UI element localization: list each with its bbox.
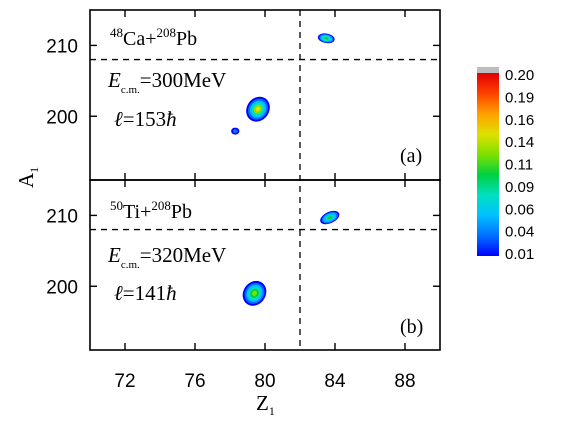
panel-a-angmom: ℓ=153ħ — [114, 107, 177, 131]
axis-ticks: 72 76 80 84 88 200 210 200 210 — [46, 10, 440, 392]
panel-a-energy-value: =300MeV — [140, 68, 227, 92]
x-tick-label: 88 — [394, 371, 415, 392]
panel-b-energy-value: =320MeV — [140, 243, 227, 267]
panel-b-proj-mass: 50 — [110, 198, 123, 213]
panel-b-energy-sym: E — [107, 243, 121, 267]
colorbar-tick-label: 0.14 — [505, 134, 534, 151]
x-axis-label-main: Z — [256, 391, 269, 415]
contour-level — [234, 130, 237, 133]
colorbar-tick-label: 0.16 — [505, 112, 534, 129]
panel-b-targ: Pb — [171, 201, 192, 223]
reference-lines — [90, 10, 440, 350]
contour-level — [252, 290, 257, 296]
panel-a-contours — [231, 33, 335, 135]
x-axis-label-sub: 1 — [269, 404, 275, 418]
y-tick-label: 200 — [46, 277, 78, 298]
contour-level — [255, 106, 261, 112]
y-axis-label-sub: 1 — [27, 167, 41, 173]
contour-blob — [320, 210, 340, 225]
panel-b-reaction: 50Ti+208Pb — [110, 198, 192, 223]
panel-a-proj: Ca+ — [123, 28, 157, 50]
x-tick-label: 76 — [184, 371, 205, 392]
colorbar-tick-label: 0.04 — [505, 224, 534, 241]
colorbar-tick-label: 0.20 — [505, 67, 534, 84]
panel-a-reaction: 48Ca+208Pb — [110, 25, 197, 50]
panel-a-hbar: ħ — [166, 107, 177, 131]
colorbar-top-cap — [477, 67, 499, 73]
panel-a-ang-value: =153 — [123, 107, 166, 131]
panel-a-ell: ℓ — [114, 107, 123, 131]
y-axis-label: A1 — [14, 167, 41, 188]
x-tick-label: 84 — [324, 371, 346, 392]
colorbar-ticks: 0.20 0.19 0.16 0.14 0.11 0.09 0.06 0.04 0.01 — [505, 67, 534, 263]
panel-a-energy: Ec.m.=300MeV — [107, 68, 226, 96]
colorbar-tick-label: 0.06 — [505, 201, 534, 218]
panel-b-targ-mass: 208 — [151, 198, 171, 213]
colorbar-tick-label: 0.01 — [505, 246, 534, 263]
panel-a-tag: (a) — [400, 145, 422, 167]
panel-a-energy-sub: c.m. — [121, 84, 140, 96]
panel-b-tag: (b) — [400, 316, 423, 338]
colorbar — [477, 73, 499, 256]
y-tick-label: 200 — [46, 107, 78, 128]
colorbar-tick-label: 0.19 — [505, 89, 534, 106]
contour-level — [327, 215, 332, 220]
y-axis-label-main: A — [14, 172, 38, 188]
panel-a-targ-mass: 208 — [157, 25, 177, 40]
contour-blob — [242, 280, 267, 306]
panel-a-energy-sym: E — [107, 68, 121, 92]
panel-b-contours — [242, 210, 340, 306]
panel-b-energy: Ec.m.=320MeV — [107, 243, 226, 271]
y-tick-label: 210 — [46, 206, 78, 227]
contour-level — [324, 37, 329, 40]
contour-blob — [231, 127, 240, 135]
panel-a-targ: Pb — [176, 28, 197, 50]
y-tick-label: 210 — [46, 36, 78, 57]
contour-blob — [246, 96, 270, 122]
colorbar-tick-label: 0.09 — [505, 179, 534, 196]
panel-b-hbar: ħ — [166, 281, 177, 305]
panel-b-energy-sub: c.m. — [121, 259, 140, 271]
panel-b-ell: ℓ — [114, 281, 123, 305]
x-axis-label: Z1 — [256, 391, 275, 418]
panel-b-angmom: ℓ=141ħ — [114, 281, 177, 305]
colorbar-tick-label: 0.11 — [505, 157, 533, 174]
panel-b-proj: Ti+ — [123, 201, 151, 223]
x-tick-label: 80 — [254, 371, 275, 392]
x-tick-label: 72 — [114, 371, 135, 392]
panel-b-ang-value: =141 — [123, 281, 166, 305]
panel-a-proj-mass: 48 — [110, 25, 123, 40]
contour-blob — [317, 33, 335, 44]
